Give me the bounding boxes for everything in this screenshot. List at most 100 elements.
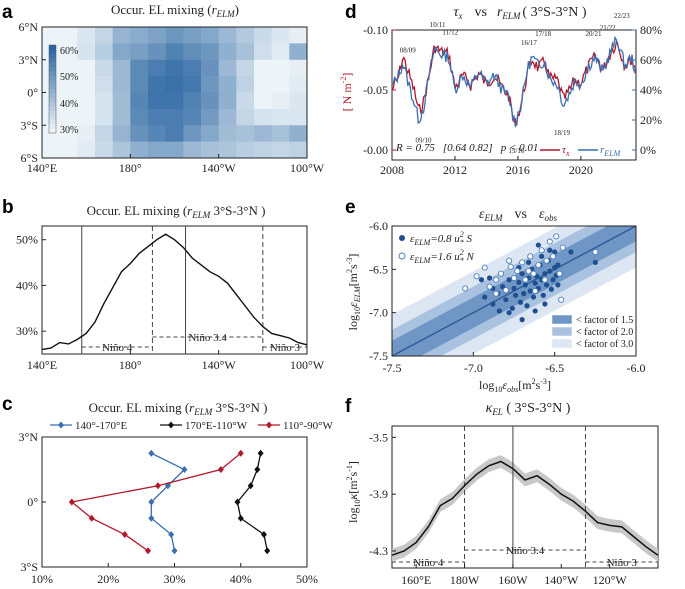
filled-point (496, 308, 502, 314)
heatmap-cell (289, 76, 308, 93)
filled-point (542, 271, 548, 277)
heatmap-cell (218, 92, 237, 110)
event-annotation: 10/11 (430, 21, 446, 29)
panel-a: Occur. EL mixing (rELM) 60% 50% 40% 30% 140… (19, 2, 325, 175)
heatmap-cell (165, 27, 184, 44)
colorbar: 60% 50% 40% 30% (48, 44, 78, 136)
heatmap-cell (289, 108, 308, 126)
open-point (541, 276, 548, 283)
heatmap-cell (95, 108, 114, 126)
filled-point (490, 301, 496, 307)
heatmap-cell (112, 43, 131, 61)
y-tick-label: 3°N (19, 53, 39, 67)
open-point (592, 248, 599, 256)
panel-label-f: f (345, 396, 352, 417)
heatmap-cell (236, 125, 255, 143)
right-y-tick-label: 0% (640, 143, 656, 157)
filled-point (487, 275, 493, 281)
heatmap-cell (236, 76, 255, 93)
heatmap-cell (271, 141, 290, 159)
band-legend-label: < factor of 2.0 (576, 327, 633, 338)
heatmap-cell (201, 92, 220, 110)
filled-point (509, 305, 515, 311)
open-point (522, 276, 529, 283)
panel-c-legend: 140°-170°E 170°E-110°W 110°-90°W (50, 420, 334, 432)
filled-point (539, 253, 545, 259)
heatmap-cell (289, 92, 308, 110)
filled-point (521, 291, 527, 297)
right-y-tick-label: 80% (640, 23, 662, 37)
open-point (519, 259, 526, 266)
heatmap-cell (271, 108, 290, 126)
x-tick-label: 100°W (290, 358, 325, 372)
x-tick-label: 2016 (506, 163, 530, 177)
panel-label-c: c (2, 394, 13, 415)
legend-marker-open (398, 252, 406, 260)
legend-tau-label: τx (562, 144, 570, 158)
heatmap-cell (148, 108, 167, 126)
event-annotation: 21/22 (600, 24, 616, 32)
heatmap-cell (289, 27, 308, 44)
heatmap-cell (95, 59, 114, 77)
band-legend-swatch (551, 338, 573, 349)
event-annotation: 22/23 (614, 12, 630, 20)
colorbar-frame (48, 44, 57, 134)
legend-label: 140°-170°E (75, 420, 127, 432)
open-point (532, 287, 539, 295)
heatmap-cell (254, 27, 273, 44)
heatmap-cell (271, 125, 290, 143)
region-label: Niño 3.4 (506, 545, 545, 557)
x-tick-label: 180° (119, 358, 142, 372)
heatmap-cell (59, 125, 78, 143)
region-label: Niño 4 (102, 342, 133, 354)
heatmap-cell (289, 59, 308, 77)
left-y-axis-label: [ N m-2] (339, 73, 354, 112)
filled-point (524, 303, 530, 309)
series-marker (88, 514, 95, 522)
colorbar-step (49, 97, 56, 103)
heatmap-cell (77, 125, 96, 143)
left-y-tick-label: -0.00 (363, 143, 388, 157)
event-annotation: 20/21 (586, 30, 602, 38)
heatmap-cell (218, 59, 237, 77)
region-label: Niño 3 (270, 342, 301, 354)
filled-point (517, 299, 524, 305)
y-axis-label: log10εELM[m2s-3] (345, 254, 362, 331)
filled-point (532, 280, 538, 286)
agreement-bands (392, 226, 636, 356)
open-point (514, 268, 521, 275)
panel-d: τx vs rELM( 3°S-3°N ) 08/09 09/10 10/1111/12… (339, 5, 662, 177)
x-tick-label: 40% (230, 572, 252, 586)
one-to-one-line (392, 226, 636, 356)
event-annotation: 18/19 (554, 129, 570, 137)
colorbar-label: 60% (60, 46, 78, 57)
series-marker (171, 547, 178, 555)
panel-label-b: b (2, 197, 14, 218)
filled-point (516, 279, 522, 285)
heatmap-cell (112, 125, 131, 143)
heatmap-cell (95, 141, 114, 159)
panel-d-title: τx vs rELM( 3°S-3°N ) (453, 5, 586, 21)
colorbar-step (49, 111, 56, 116)
x-tick-label: 140°W (202, 161, 237, 175)
open-point (556, 270, 563, 277)
heatmap-cell (59, 141, 78, 159)
panel-c-plot: 10% 20% 30% 40% 50% 3°N 0° 3°S (19, 430, 318, 586)
series-marker (254, 466, 261, 473)
x-tick-label: 2012 (443, 163, 467, 177)
panel-label-d: d (345, 2, 357, 23)
heatmap-cell (183, 43, 202, 61)
series-marker (154, 482, 161, 490)
x-tick-label: 180° (119, 161, 142, 175)
event-annotation: 11/12 (442, 29, 458, 37)
y-tick-label: 3°S (21, 118, 38, 132)
heatmap-cell (165, 125, 184, 143)
y-tick-label: -3.5 (369, 430, 388, 444)
x-tick-label: 160°E (401, 573, 431, 587)
filled-point (511, 285, 517, 291)
heatmap-cell (201, 141, 220, 159)
heatmap-cell (201, 43, 220, 61)
heatmap-cell (77, 27, 96, 44)
colorbar-step (49, 67, 56, 72)
